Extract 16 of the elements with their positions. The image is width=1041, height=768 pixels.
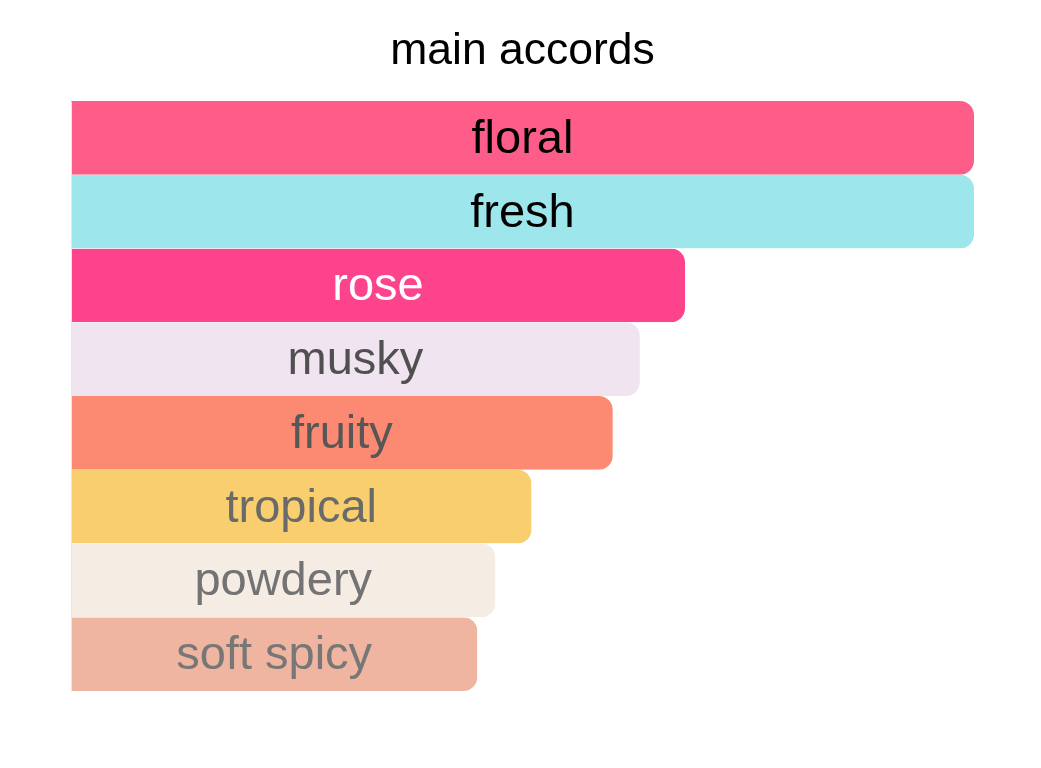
- y-tick-label: fresh: [470, 183, 575, 237]
- chart-title: main accords: [390, 23, 655, 73]
- bar: [71, 101, 974, 175]
- bar: [71, 617, 478, 691]
- bar: [71, 174, 974, 249]
- bar: [71, 469, 532, 544]
- y-tick-label: musky: [287, 331, 424, 385]
- y-tick-label: fruity: [290, 404, 394, 458]
- y-tick-label: tropical: [225, 478, 378, 532]
- bar: [71, 396, 613, 470]
- bar: [71, 248, 686, 323]
- y-tick-label: rose: [332, 257, 424, 311]
- bar: [71, 543, 496, 618]
- y-tick-label: floral: [471, 109, 574, 163]
- y-tick-label: soft spicy: [176, 626, 373, 680]
- y-tick-label: powdery: [194, 552, 373, 606]
